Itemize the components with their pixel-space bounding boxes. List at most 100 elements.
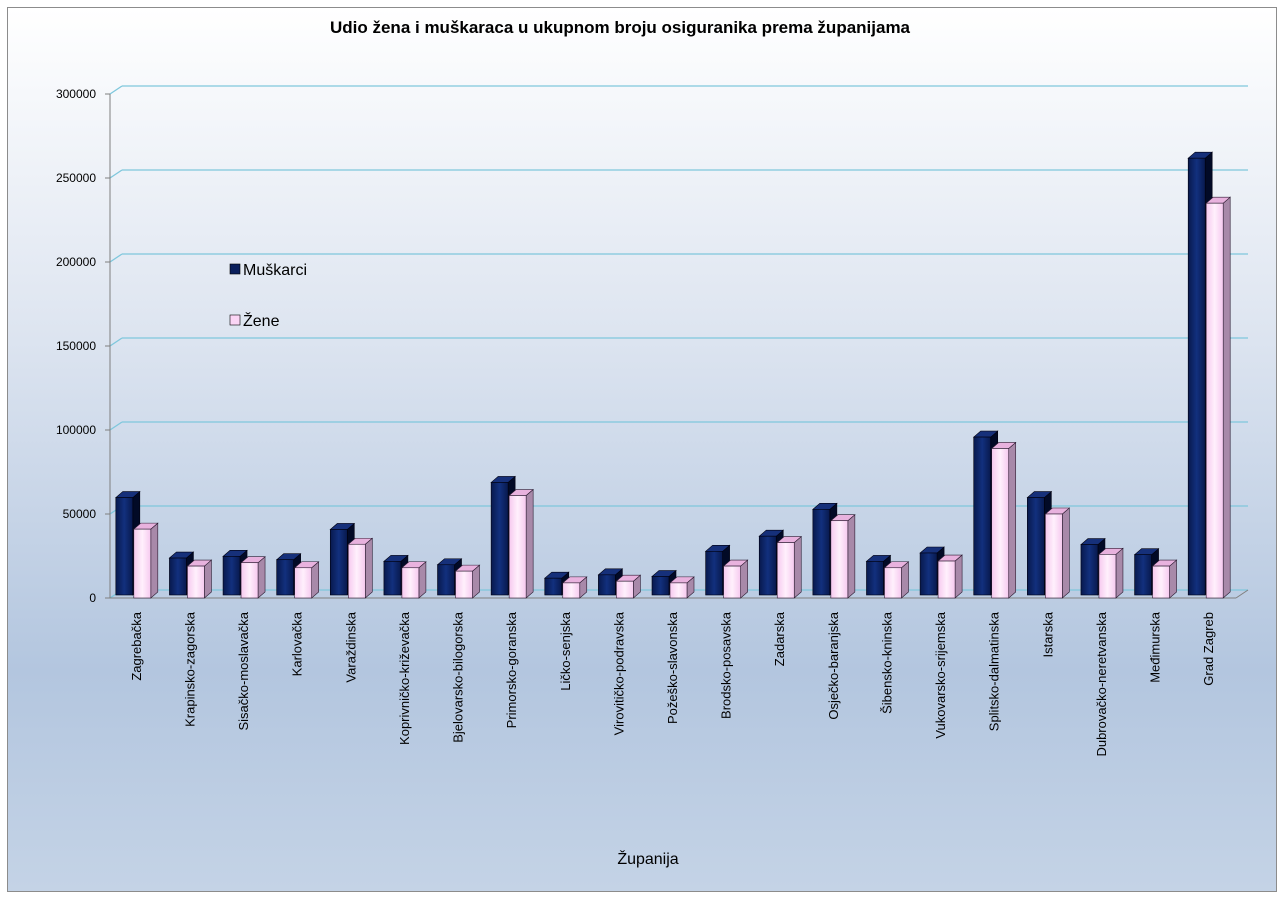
bar-front — [276, 559, 294, 596]
bar-zene — [722, 559, 749, 599]
bar-front — [669, 582, 688, 599]
bar-front — [490, 482, 509, 596]
bar-zene — [1098, 547, 1124, 599]
bars — [114, 151, 1232, 599]
bar-zene — [615, 574, 642, 599]
y-tick-label: 300000 — [56, 87, 96, 101]
bar-front — [598, 574, 616, 596]
bar-zene — [937, 554, 963, 599]
legend-label-zene: Žene — [243, 311, 280, 330]
bar-front — [508, 495, 527, 599]
x-axis-depth-line — [1235, 589, 1249, 599]
bar-side — [847, 514, 856, 599]
bar-side — [793, 535, 802, 599]
bar-front — [758, 535, 777, 596]
x-tick-label: Virovitičko-podravska — [611, 611, 626, 735]
bar-zene — [776, 535, 803, 599]
bar-zene — [1151, 559, 1178, 599]
bar-side — [150, 522, 159, 599]
legend-label-muskarci: Muškarci — [243, 262, 307, 279]
bar-front — [562, 582, 581, 599]
x-tick-label: Varaždinska — [343, 611, 358, 682]
bar-front — [884, 567, 902, 599]
bar-front — [1098, 554, 1117, 599]
bar-front — [723, 565, 741, 599]
x-tick-label: Istarska — [1040, 611, 1055, 657]
bar-front — [169, 557, 187, 596]
bar-front — [991, 448, 1010, 599]
bar-zene — [132, 522, 159, 599]
gridline-diag — [109, 337, 123, 347]
x-tick-label: Bjelovarsko-bilogorska — [451, 611, 466, 743]
gridlines — [109, 85, 1248, 599]
x-tick-label: Karlovačka — [290, 611, 305, 676]
bar-zene — [990, 441, 1017, 599]
legend-swatch-zene — [229, 314, 241, 326]
bar-side — [1115, 547, 1124, 599]
bar-zene — [830, 514, 856, 599]
gridline-diag — [109, 85, 123, 95]
bar-front — [347, 543, 366, 599]
bar-front — [401, 567, 420, 599]
x-tick-label: Sisačko-moslavačka — [236, 611, 251, 730]
bar-front — [222, 556, 241, 596]
bar-front — [812, 509, 831, 596]
x-tick-label: Zadarska — [772, 611, 787, 666]
y-tick-label: 250000 — [56, 171, 96, 185]
bar-front — [1134, 554, 1152, 596]
x-axis-title: Županija — [617, 849, 678, 868]
legend-swatch-muskarci — [229, 263, 241, 275]
bar-front — [919, 552, 938, 596]
y-tick-label: 0 — [89, 591, 96, 605]
chart-frame — [7, 7, 1277, 892]
bar-side — [1222, 196, 1231, 599]
x-tick-label: Osječko-baranjska — [826, 611, 841, 719]
bar-side — [525, 488, 534, 599]
x-tick-label: Koprivničko-križevačka — [397, 611, 412, 745]
bar-front — [651, 576, 670, 596]
bar-front — [1152, 565, 1170, 599]
x-tick-label: Primorsko-goranska — [504, 611, 519, 728]
gridline-diag — [109, 169, 123, 179]
bar-side — [740, 559, 748, 599]
gridline-diag — [109, 421, 123, 431]
y-tick-label: 50000 — [63, 507, 97, 521]
bar-side — [257, 556, 266, 599]
bar-side — [1169, 559, 1177, 599]
x-tick-label: Šibensko-kninska — [879, 611, 894, 714]
bar-front — [437, 564, 455, 596]
x-tick-label: Ličko-senjska — [558, 611, 573, 691]
bar-front — [937, 560, 956, 599]
bar-side — [954, 554, 963, 599]
bar-side — [1062, 507, 1070, 599]
x-tick-label: Krapinsko-zagorska — [182, 611, 197, 727]
x-tick-label: Grad Zagreb — [1201, 612, 1216, 686]
bar-front — [866, 561, 884, 596]
legend: Muškarci Žene — [229, 262, 307, 330]
bar-zene — [347, 537, 374, 599]
y-tick-label: 150000 — [56, 339, 96, 353]
bar-front — [1080, 544, 1099, 596]
bar-front — [544, 577, 563, 596]
bar-front — [133, 528, 152, 599]
bar-zene — [401, 561, 427, 599]
bar-zene — [293, 561, 320, 599]
x-tick-label: Brodsko-posavska — [719, 611, 734, 719]
bar-zene — [1044, 507, 1071, 599]
bar-front — [240, 562, 259, 599]
bar-muskarci — [168, 551, 195, 596]
y-tick-label: 100000 — [56, 423, 96, 437]
y-tick-label: 200000 — [56, 255, 96, 269]
bar-zene — [669, 576, 695, 599]
bar-zene — [883, 561, 910, 599]
bar-zene — [508, 488, 534, 599]
bar-side — [364, 537, 373, 599]
bar-zene — [1205, 196, 1232, 599]
x-tick-label: Splitsko-dalmatinska — [987, 611, 1002, 731]
bar-front — [1187, 157, 1206, 596]
x-tick-label: Međimurska — [1148, 611, 1163, 683]
bar-side — [204, 559, 212, 599]
bar-front — [705, 551, 723, 596]
x-tick-label: Dubrovačko-neretvanska — [1094, 611, 1109, 756]
